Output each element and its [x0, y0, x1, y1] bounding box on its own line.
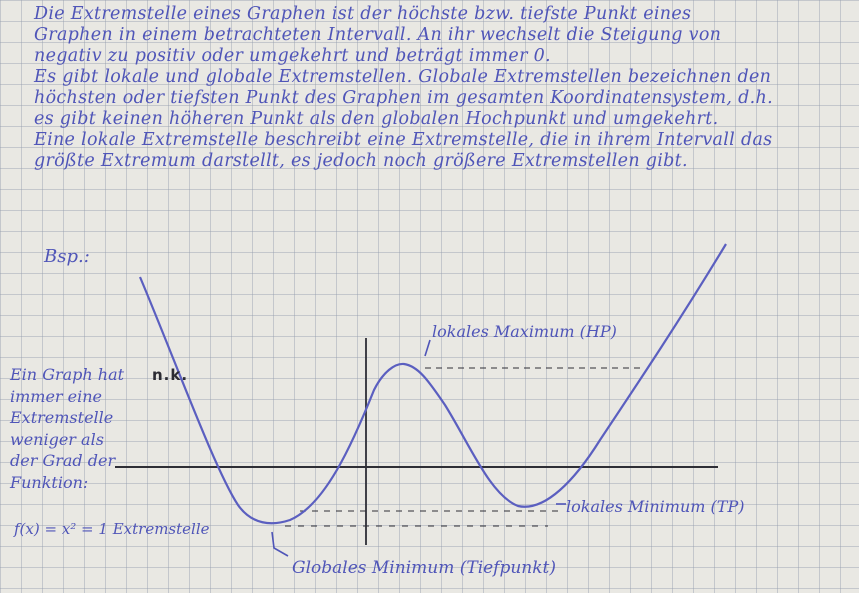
note-line: Ein Graph hat [10, 365, 125, 384]
formula: f(x) = x² = 1 Extremstelle [14, 520, 210, 538]
text-line: es gibt keinen höheren Punkt als den glo… [34, 109, 719, 129]
note-line: Funktion: [10, 472, 89, 492]
text-line: Eine lokale Extremstelle beschreibt eine… [34, 130, 773, 150]
note-line: der Grad der [10, 451, 116, 470]
local-max-label: lokales Maximum (HP) [432, 322, 617, 341]
side-note: Ein Graph hat immer eine Extremstelle we… [10, 364, 240, 493]
global-min-marker [271, 531, 289, 557]
max-marker [424, 339, 431, 357]
example-label: Bsp.: [44, 246, 90, 267]
global-min-label: Globales Minimum (Tiefpunkt) [292, 558, 557, 578]
note-line: immer eine [10, 386, 103, 406]
definition-paragraph: Die Extremstelle eines Graphen ist der h… [34, 4, 849, 172]
scribble-note: n.k. [152, 366, 189, 384]
text-line: Graphen in einem betrachteten Intervall.… [34, 25, 722, 45]
local-min-label: lokales Minimum (TP) [566, 497, 745, 516]
text-line: negativ zu positiv oder umgekehrt und be… [34, 46, 551, 66]
note-line: Extremstelle [10, 408, 114, 427]
text-line: höchsten oder tiefsten Punkt des Graphen… [34, 88, 773, 108]
text-line: größte Extremum darstellt, es jedoch noc… [34, 151, 688, 171]
text-line: Die Extremstelle eines Graphen ist der h… [34, 4, 692, 24]
note-line: weniger als [10, 429, 104, 449]
function-curve [138, 243, 727, 525]
text-line: Es gibt lokale und globale Extremstellen… [34, 67, 772, 87]
